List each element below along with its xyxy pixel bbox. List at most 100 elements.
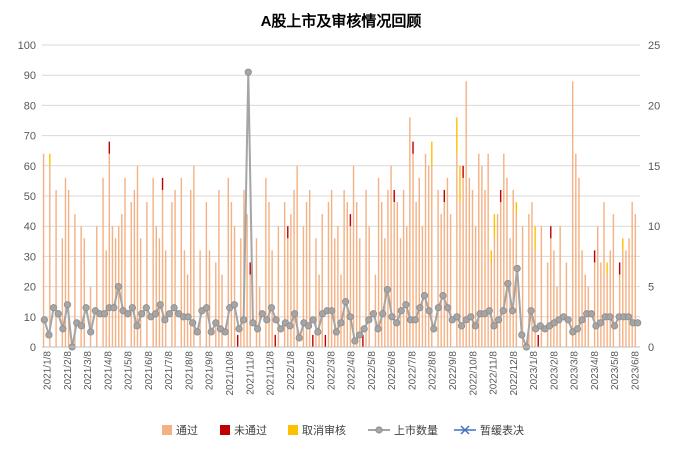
bar-passed	[61, 238, 64, 347]
bar-passed	[105, 250, 107, 347]
bar-passed	[271, 250, 273, 347]
bar-passed	[471, 189, 474, 347]
line-point	[193, 328, 201, 336]
bar-passed	[493, 238, 496, 347]
right-axis: 0 5 10 15 20 25	[648, 40, 660, 354]
bar-passed	[290, 214, 292, 347]
line-point	[314, 328, 322, 336]
bar-withdrawn	[49, 153, 51, 166]
bar-passed	[459, 202, 461, 347]
line-point	[100, 310, 109, 318]
line-point	[240, 316, 248, 324]
bar-passed	[121, 214, 123, 347]
right-tick-label: 5	[648, 282, 654, 294]
bar-passed	[531, 202, 533, 347]
bar-passed	[83, 238, 85, 347]
bar-passed	[49, 165, 51, 347]
bar-passed	[571, 81, 574, 348]
bar-passed	[158, 238, 161, 347]
bar-passed	[468, 177, 471, 347]
bar-passed	[124, 177, 126, 347]
bar-passed	[343, 189, 345, 347]
right-tick-label: 15	[648, 161, 660, 173]
bar-passed	[136, 165, 139, 347]
bar-passed	[74, 214, 76, 347]
bar-failed	[462, 165, 464, 178]
bar-passed	[337, 226, 339, 347]
line-point	[124, 310, 132, 318]
bar-failed	[412, 141, 414, 154]
bar-passed	[399, 238, 402, 347]
line-point	[230, 301, 238, 309]
bar-passed	[384, 238, 386, 347]
right-tick-label: 0	[648, 342, 654, 354]
bar-passed	[443, 202, 446, 347]
legend-marker-deferred	[460, 425, 470, 435]
left-tick-label: 20	[24, 282, 36, 294]
bar-passed	[402, 189, 405, 347]
bar-passed	[424, 153, 427, 347]
bar-passed	[449, 214, 452, 347]
line-point	[383, 286, 391, 294]
x-tick-label: 2021/8/8	[184, 351, 195, 390]
line-point	[499, 307, 507, 315]
line-point	[369, 310, 378, 318]
bar-passed	[193, 165, 195, 347]
bar-passed	[327, 202, 330, 347]
line-point	[161, 316, 169, 324]
line-point	[573, 325, 582, 333]
bar-passed	[183, 250, 186, 347]
bar-passed	[346, 202, 348, 347]
bar-passed	[227, 177, 229, 347]
bar-passed	[521, 226, 524, 347]
line-point	[411, 316, 419, 324]
line-point	[128, 304, 136, 312]
line-point	[272, 316, 280, 324]
bar-passed	[437, 189, 439, 347]
line-point	[495, 316, 503, 324]
line-point	[277, 325, 285, 333]
bar-passed	[359, 238, 361, 347]
bar-passed	[218, 189, 220, 347]
x-axis: 2021/1/8 2021/2/8 2021/3/8 2021/4/8 2021/5/8…	[42, 346, 642, 396]
line-point	[397, 307, 405, 315]
bar-passed	[553, 250, 555, 347]
line-point	[291, 310, 299, 318]
bar-failed	[287, 226, 289, 239]
bar-failed	[593, 250, 596, 263]
bar-passed	[550, 238, 552, 347]
legend-swatch-failed	[220, 425, 230, 435]
bar-passed	[96, 226, 98, 347]
line-point	[416, 304, 424, 312]
bar-passed	[114, 238, 117, 347]
line-point	[337, 319, 345, 327]
bar-passed	[631, 202, 633, 347]
line-point	[138, 310, 146, 318]
line-point	[244, 68, 252, 76]
bar-passed	[215, 262, 217, 347]
line-point	[54, 310, 62, 318]
line-point	[309, 316, 317, 324]
line-point	[235, 325, 243, 333]
line-point	[263, 316, 271, 324]
line-point	[82, 304, 90, 312]
line-point	[420, 292, 429, 300]
bar-passed	[277, 226, 280, 347]
chart-title: A股上市及审核情况回顾	[261, 12, 422, 30]
left-tick-label: 0	[30, 342, 36, 354]
bar-passed	[102, 177, 104, 347]
bar-failed	[161, 177, 164, 190]
bar-passed	[374, 274, 377, 347]
bar-passed	[233, 226, 236, 347]
bar-passed	[622, 250, 624, 347]
bar-passed	[355, 202, 358, 347]
legend: 通过 未通过 取消审核 上市数量 暂缓表决	[162, 423, 524, 437]
bar-passed	[462, 177, 464, 347]
bar-passed	[396, 202, 399, 347]
bar-failed	[312, 334, 314, 347]
bar-withdrawn	[534, 226, 536, 251]
bar-withdrawn	[515, 202, 518, 215]
legend-swatch-passed	[162, 425, 172, 435]
x-tick-label: 2021/11/8	[245, 351, 256, 395]
